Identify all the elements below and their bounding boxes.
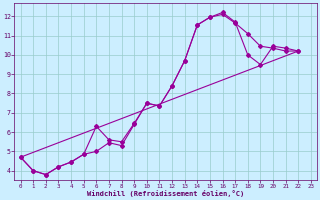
X-axis label: Windchill (Refroidissement éolien,°C): Windchill (Refroidissement éolien,°C) [87,190,244,197]
